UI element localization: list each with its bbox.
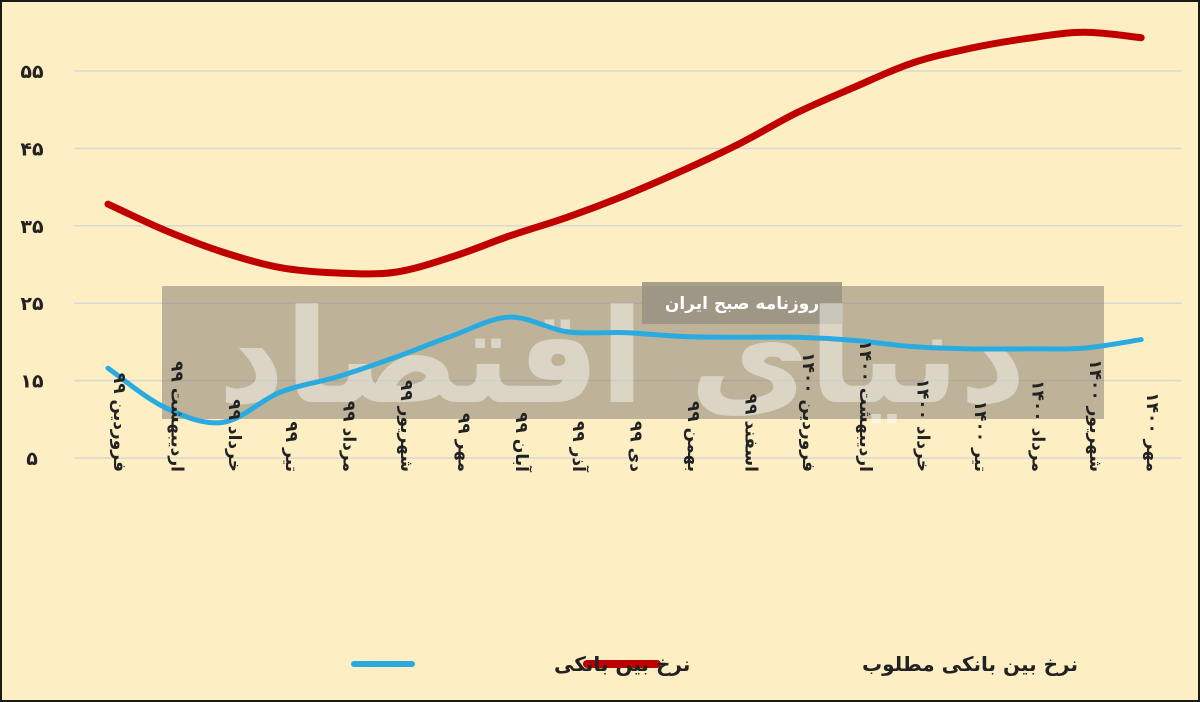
x-tick-label: فروردین ۹۹ <box>109 373 129 472</box>
x-tick-label: اسفند ۹۹ <box>740 394 760 472</box>
x-tick-label: آبان ۹۹ <box>511 412 533 473</box>
x-tick-label: مهر ۱۴۰۰ <box>1142 392 1162 472</box>
watermark-subtitle-box <box>642 282 842 324</box>
x-tick-label: فروردین ۱۴۰۰ <box>798 352 818 472</box>
x-tick-label: خرداد ۹۹ <box>224 399 244 472</box>
x-axis-ticks: فروردین ۹۹ اردیبهشت ۹۹ خرداد ۹۹ تیر ۹۹ مرداد… <box>109 340 1162 473</box>
y-tick-label: ۴۵ <box>20 138 44 160</box>
legend: نرخ بین بانکی مطلوب نرخ بین بانکی <box>351 652 1078 676</box>
x-tick-label: شهریور ۱۴۰۰ <box>1085 359 1105 472</box>
watermark-subtitle: روزنامه صبح ایران <box>665 294 819 314</box>
x-tick-label: مهر ۹۹ <box>453 413 473 472</box>
y-tick-label: ۲۵ <box>20 293 44 315</box>
y-tick-label: ۵ <box>26 448 38 470</box>
x-tick-label: بهمن ۹۹ <box>683 401 703 472</box>
legend-label: نرخ بین بانکی مطلوب <box>862 652 1078 676</box>
y-tick-label: ۵۵ <box>20 61 44 83</box>
x-tick-label: خرداد ۱۴۰۰ <box>913 378 933 472</box>
watermark-logo: دنیای اقتصاد <box>218 281 1026 433</box>
x-tick-label: شهریور ۹۹ <box>396 380 416 472</box>
series-line-0 <box>105 314 1144 426</box>
x-tick-label: تیر ۱۴۰۰ <box>970 401 990 472</box>
legend-label: نرخ بین بانکی <box>554 652 690 676</box>
x-tick-label: اردیبهشت ۹۹ <box>166 361 186 472</box>
x-tick-label: مرداد ۱۴۰۰ <box>1027 380 1047 472</box>
y-axis-ticks: ۵ ۱۵ ۲۵ ۳۵ ۴۵ ۵۵ <box>20 61 44 470</box>
x-tick-label: آذر ۹۹ <box>568 421 590 473</box>
x-tick-label: دی ۹۹ <box>626 421 646 472</box>
x-tick-label: مرداد ۹۹ <box>339 401 359 472</box>
watermark: روزنامه صبح ایران دنیای اقتصاد <box>162 281 1104 433</box>
x-tick-label: اردیبهشت ۱۴۰۰ <box>855 340 875 472</box>
series-line-1 <box>104 28 1145 278</box>
watermark-band <box>162 286 1104 419</box>
y-tick-label: ۳۵ <box>20 216 44 238</box>
y-tick-label: ۱۵ <box>20 371 44 393</box>
series-layer <box>104 28 1145 426</box>
x-tick-label: تیر ۹۹ <box>281 421 301 472</box>
